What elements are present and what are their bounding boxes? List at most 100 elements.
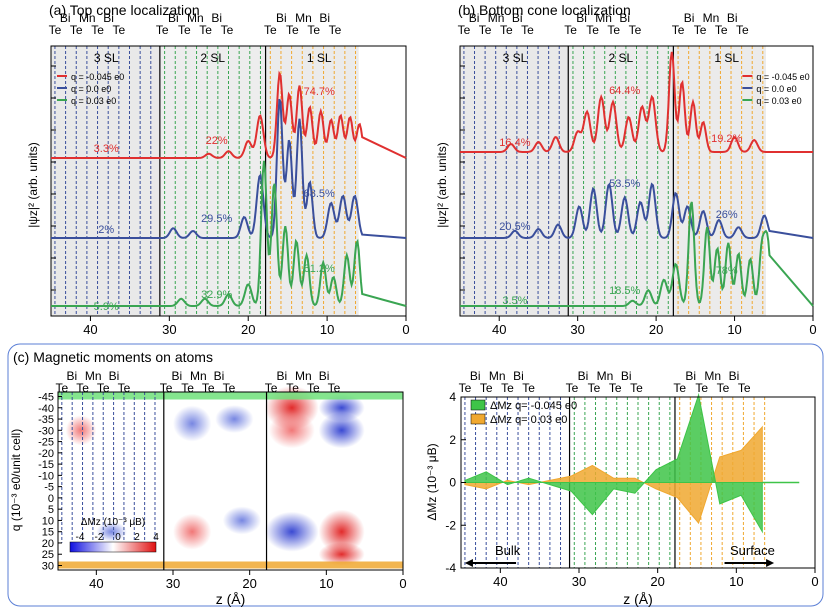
y-tick-label: -4 xyxy=(445,561,456,575)
atom-label: Te xyxy=(609,381,622,395)
atom-label: Te xyxy=(113,23,126,37)
colorbar xyxy=(69,541,157,553)
q-tick-label: 30 xyxy=(42,560,54,572)
bulk-arrowhead xyxy=(464,559,473,567)
heatmap-cell xyxy=(318,412,365,449)
x-tick-label: 30 xyxy=(570,322,584,337)
percent-label: 18.5% xyxy=(609,285,640,297)
atom-label: Te xyxy=(70,23,83,37)
atom-label: Mn xyxy=(488,11,505,25)
legend-entry: q = 0.0 e0 xyxy=(756,84,796,94)
atom-label: Te xyxy=(480,381,493,395)
atom-label: Te xyxy=(286,23,299,37)
atom-label: Te xyxy=(500,23,513,37)
atom-label: Bi xyxy=(512,11,523,25)
atom-label: Te xyxy=(672,23,685,37)
q-tick-label: -20 xyxy=(38,448,54,460)
atom-label: Te xyxy=(49,23,62,37)
q-tick-label: 0 xyxy=(48,493,54,505)
y-axis-label: |ψz|² (arb. units) xyxy=(26,142,40,227)
x-tick-label: 0 xyxy=(809,322,816,337)
panel-c: (c) Magnetic moments on atomsTeBiTeMnTeB… xyxy=(9,349,819,607)
x-tick-label: 40 xyxy=(83,322,97,337)
x-tick-label: 40 xyxy=(89,576,103,591)
atom-label: Te xyxy=(607,23,620,37)
x-tick-label: 0 xyxy=(402,322,409,337)
heatmap-cell xyxy=(318,542,365,567)
atom-label: Bi xyxy=(211,11,222,25)
heatmap-cell xyxy=(65,415,97,446)
atom-label: Bi xyxy=(470,369,481,383)
atom-label: Te xyxy=(630,381,643,395)
atom-label: Te xyxy=(264,23,277,37)
row-highlight-green xyxy=(58,392,403,400)
sl-label: 3 SL xyxy=(503,51,528,65)
legend-swatch xyxy=(470,399,486,411)
x-axis-label: z (Å) xyxy=(623,591,653,607)
percent-label: 53.5% xyxy=(609,178,640,190)
q-tick-label: -40 xyxy=(38,403,54,415)
atom-label: Bi xyxy=(621,369,632,383)
x-tick-label: 30 xyxy=(166,576,180,591)
atom-label: Te xyxy=(329,23,342,37)
atom-label: Te xyxy=(479,23,492,37)
percent-label: 26% xyxy=(716,209,738,221)
q-tick-label: -10 xyxy=(38,470,54,482)
panel-c-frame xyxy=(7,343,824,607)
q-tick-label: -5 xyxy=(44,482,54,494)
heatmap-cell xyxy=(173,405,212,442)
q-tick-label: -35 xyxy=(38,414,54,426)
atom-label: Bi xyxy=(171,369,182,383)
atom-label: Te xyxy=(564,23,577,37)
percent-label: 19.2% xyxy=(711,133,742,145)
heatmap-cell xyxy=(215,405,254,434)
y-tick-label: 0 xyxy=(449,476,456,490)
legend-entry: q = 0.03 e0 xyxy=(756,96,801,106)
atom-label: Mn xyxy=(295,11,312,25)
atom-label: Bi xyxy=(103,11,114,25)
atom-label: Te xyxy=(521,23,534,37)
x-tick-label: 10 xyxy=(729,574,743,589)
atom-label: Mn xyxy=(597,369,614,383)
q-tick-label: 5 xyxy=(48,504,54,516)
x-tick-label: 10 xyxy=(319,576,333,591)
q-tick-label: -15 xyxy=(38,459,54,471)
x-tick-label: 0 xyxy=(399,576,406,591)
percent-label: 78% xyxy=(716,265,738,277)
atom-label: Te xyxy=(178,23,191,37)
series-line xyxy=(51,98,407,239)
surface-label: Surface xyxy=(730,543,775,558)
atom-label: Te xyxy=(459,381,472,395)
percent-label: 32.9% xyxy=(201,289,232,301)
heatmap-cell xyxy=(173,513,212,550)
atom-label: Bi xyxy=(729,369,740,383)
q-tick-label: 15 xyxy=(42,527,54,539)
x-tick-label: 30 xyxy=(572,574,586,589)
atom-label: Te xyxy=(586,23,599,37)
atom-label: Bi xyxy=(576,11,587,25)
x-tick-label: 20 xyxy=(242,576,256,591)
atom-label: Mn xyxy=(295,369,312,383)
heatmap-cell xyxy=(96,521,127,542)
heatmap-cell xyxy=(265,511,319,552)
atom-label: Bi xyxy=(578,369,589,383)
atom-label: Bi xyxy=(685,369,696,383)
q-tick-label: -25 xyxy=(38,437,54,449)
atom-label: Mn xyxy=(190,369,207,383)
y-tick-label: 4 xyxy=(449,390,456,404)
percent-label: 22% xyxy=(206,135,228,147)
sl-label: 2 SL xyxy=(200,51,225,65)
q-tick-label: -30 xyxy=(38,425,54,437)
shade-2sl xyxy=(159,46,266,316)
series-line xyxy=(460,182,814,239)
atom-label: Bi xyxy=(277,369,288,383)
surface-arrowhead xyxy=(766,559,775,567)
colorbar-tick: 0 xyxy=(115,532,121,543)
sl-label: 2 SL xyxy=(608,51,633,65)
atom-label: Mn xyxy=(703,11,720,25)
legend-entry: ΔMz q= -0.045 e0 xyxy=(490,400,577,412)
atom-label: Te xyxy=(221,23,234,37)
series-line xyxy=(460,201,814,307)
y-tick-label: 2 xyxy=(449,433,456,447)
